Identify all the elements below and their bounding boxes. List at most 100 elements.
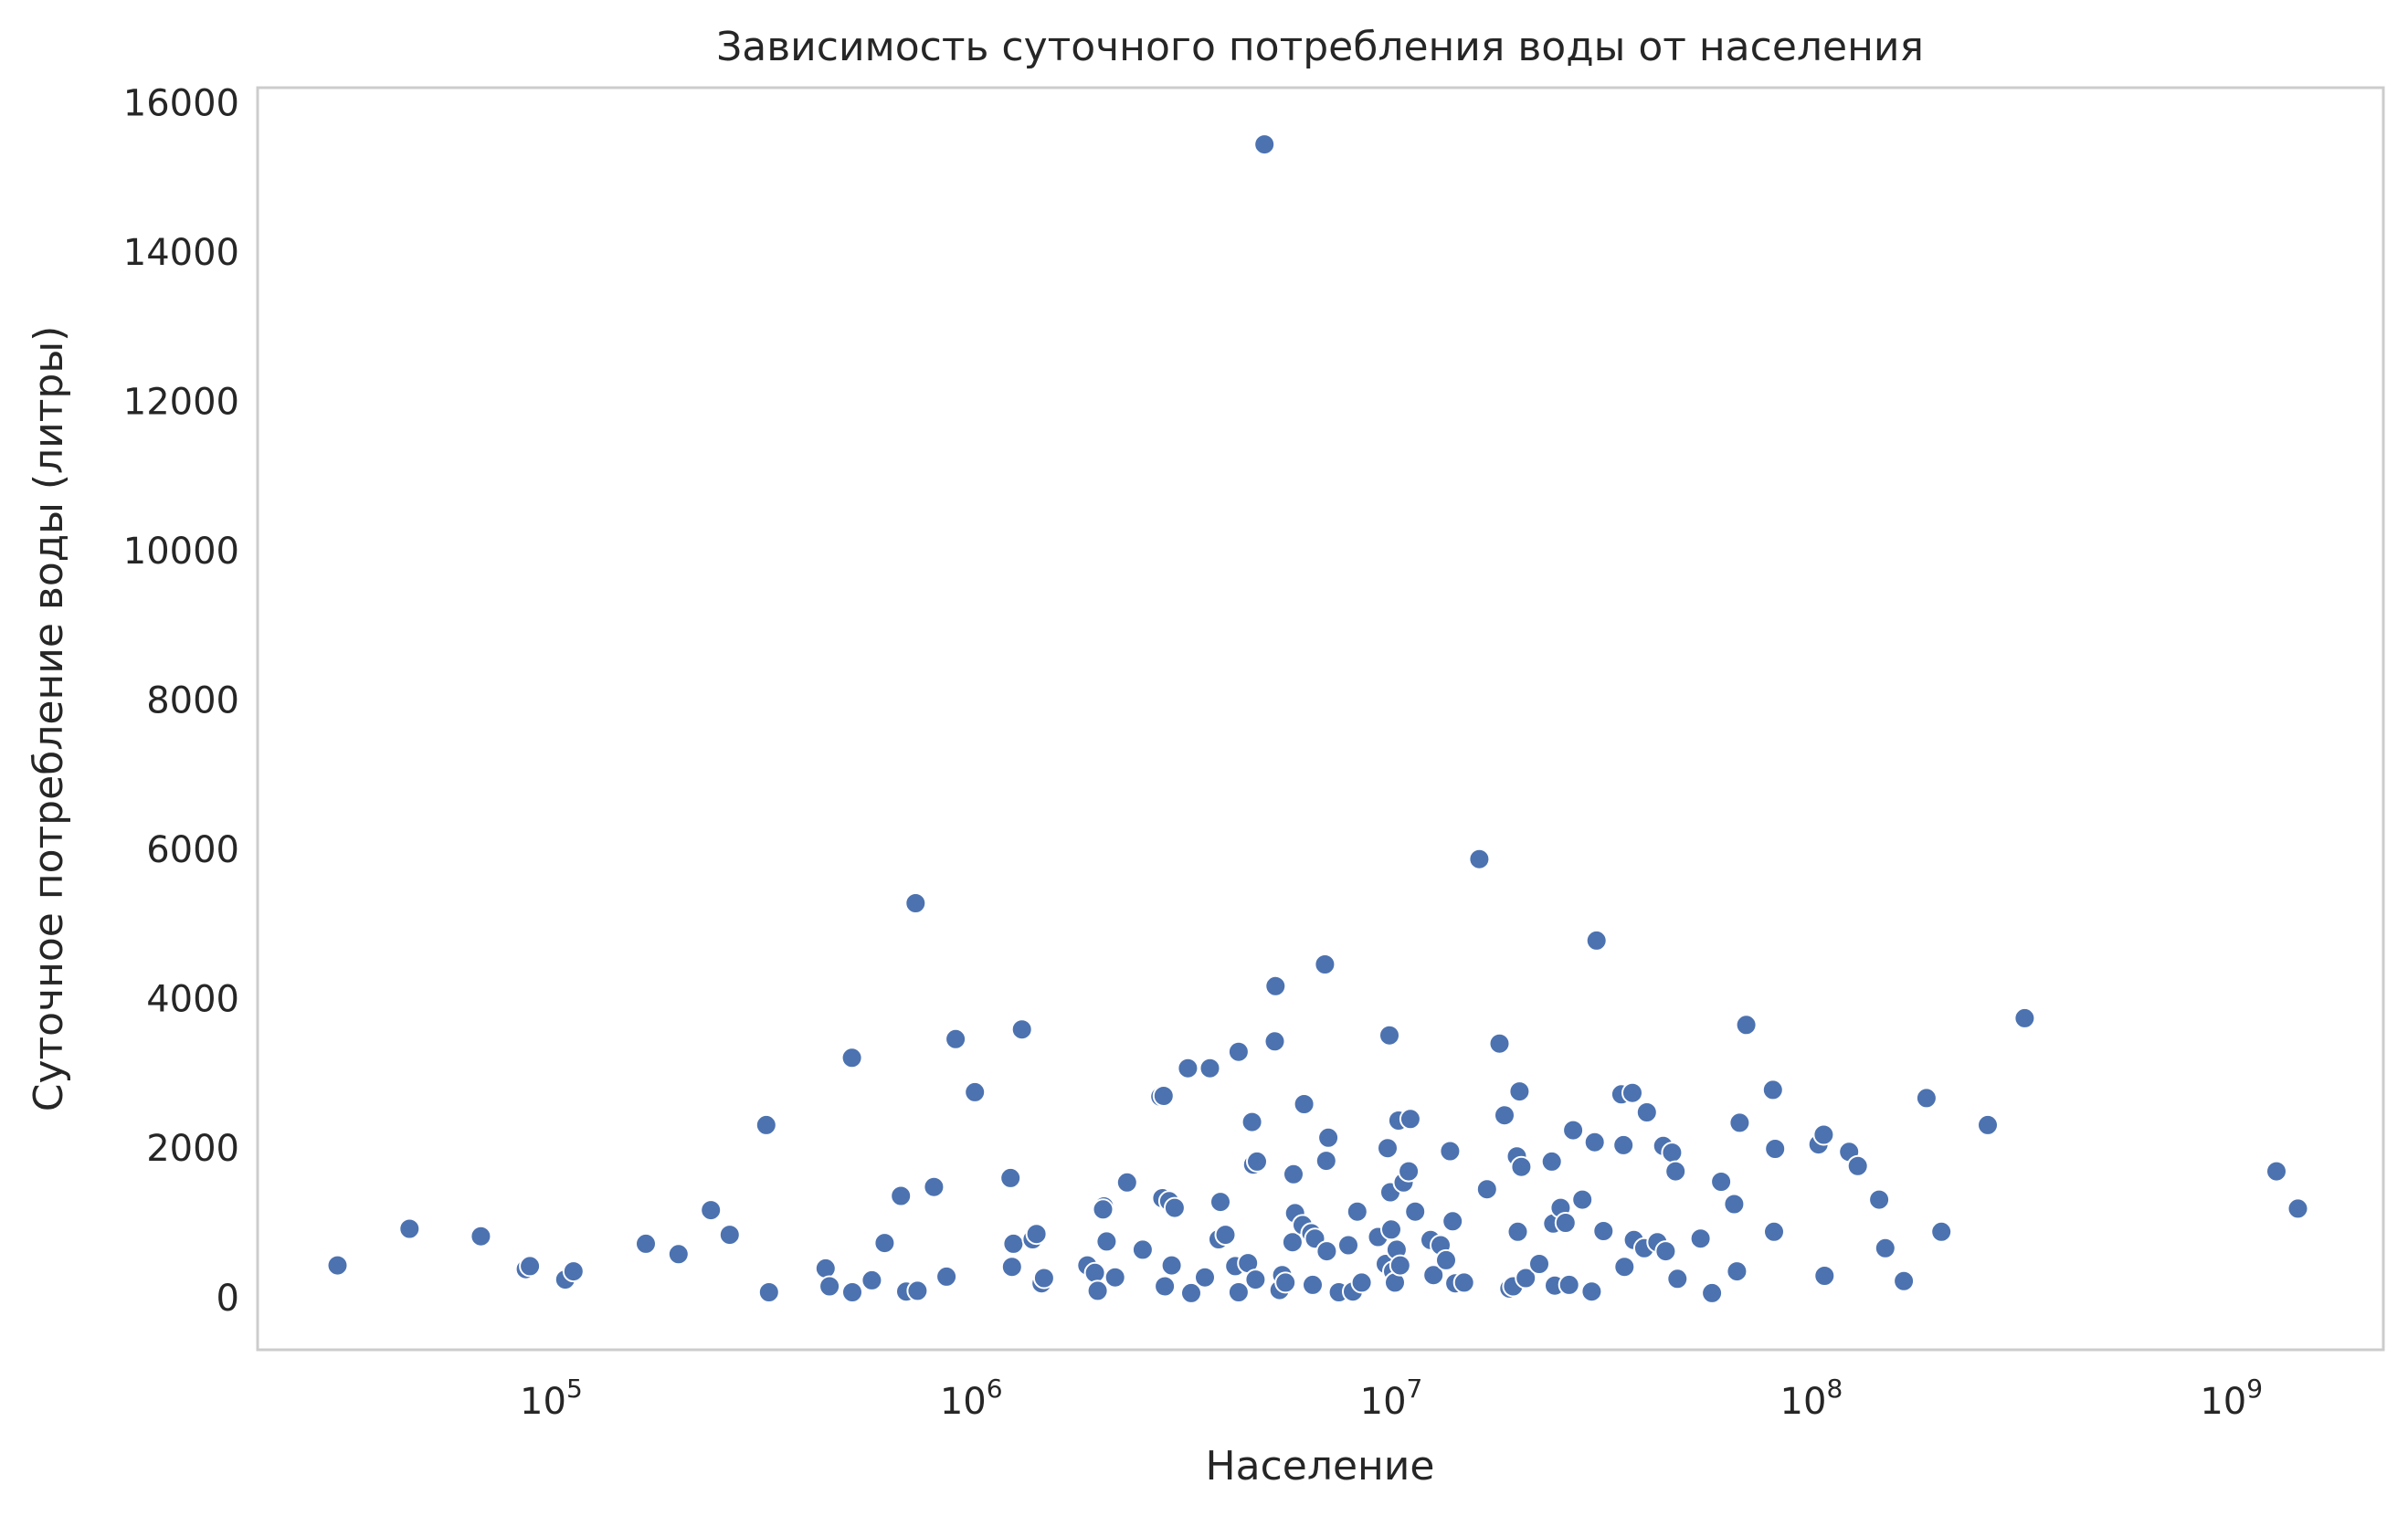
data-point — [1131, 1238, 1154, 1261]
data-point — [1439, 1140, 1462, 1163]
data-point — [1977, 1113, 1999, 1136]
data-point — [1350, 1271, 1373, 1294]
data-point — [1666, 1268, 1689, 1290]
data-point — [906, 1279, 929, 1302]
data-point — [1494, 1104, 1516, 1127]
x-tick-exponent: 6 — [987, 1374, 1003, 1404]
data-point — [814, 1257, 837, 1279]
data-point — [1399, 1108, 1421, 1131]
data-point — [1281, 1231, 1304, 1254]
data-point — [1661, 1142, 1684, 1164]
data-point — [1404, 1200, 1427, 1223]
x-tick-base: 10 — [1360, 1381, 1407, 1423]
data-point — [1508, 1080, 1531, 1103]
data-point — [1540, 1150, 1563, 1173]
data-point — [1377, 1137, 1399, 1160]
x-tick-exponent: 5 — [566, 1374, 583, 1404]
y-tick-label: 8000 — [146, 680, 239, 722]
data-point — [1152, 1085, 1175, 1107]
data-point — [1253, 133, 1276, 156]
data-point — [1475, 1178, 1498, 1201]
data-point — [1337, 1234, 1359, 1257]
data-point — [1635, 1101, 1658, 1123]
data-point — [1728, 1111, 1751, 1134]
data-point — [1528, 1253, 1550, 1275]
data-point — [1293, 1093, 1315, 1115]
data-point — [1163, 1196, 1186, 1219]
data-point — [999, 1166, 1022, 1189]
data-point — [945, 1027, 967, 1050]
data-point — [1160, 1254, 1183, 1277]
data-point — [1177, 1057, 1199, 1079]
data-point — [1726, 1260, 1748, 1283]
data-point — [1868, 1188, 1891, 1211]
data-point — [923, 1175, 945, 1198]
data-point — [1612, 1133, 1635, 1156]
x-tick-label: 109 — [2200, 1374, 2263, 1423]
data-point — [1346, 1200, 1368, 1223]
x-tick-base: 10 — [1780, 1381, 1827, 1423]
y-tick-label: 10000 — [123, 531, 239, 573]
data-point — [562, 1260, 585, 1283]
data-point — [1893, 1269, 1916, 1292]
data-point — [1510, 1155, 1533, 1178]
data-point — [2013, 1006, 2036, 1029]
data-point — [1621, 1081, 1643, 1104]
data-point — [1580, 1280, 1603, 1303]
data-point — [1154, 1275, 1177, 1298]
data-point — [819, 1275, 841, 1298]
data-point — [718, 1224, 741, 1247]
x-tick-exponent: 8 — [1826, 1374, 1843, 1404]
x-axis-title: Население — [1206, 1443, 1435, 1490]
data-point — [1283, 1163, 1304, 1185]
data-point — [1915, 1087, 1938, 1110]
data-point — [1378, 1024, 1400, 1047]
data-point — [1115, 1171, 1138, 1194]
data-point — [1689, 1227, 1712, 1250]
data-point — [1562, 1119, 1585, 1142]
data-point — [2287, 1197, 2309, 1220]
x-axis: 105 106 107 108 109 — [520, 1374, 2263, 1423]
data-point — [1264, 974, 1287, 997]
data-point — [326, 1254, 349, 1277]
data-point — [1654, 1240, 1677, 1263]
data-point — [1422, 1264, 1445, 1287]
data-point — [935, 1265, 958, 1288]
data-point — [1241, 1111, 1263, 1133]
y-axis-title: Суточное потребление воды (литры) — [26, 326, 72, 1111]
markers-layer — [326, 133, 2309, 1304]
x-tick-base: 10 — [940, 1381, 987, 1423]
data-point — [1846, 1154, 1869, 1177]
data-point — [1104, 1266, 1126, 1289]
data-point — [755, 1113, 777, 1136]
x-tick-label: 105 — [520, 1374, 583, 1423]
data-point — [2265, 1160, 2287, 1183]
y-tick-label: 2000 — [146, 1128, 239, 1170]
x-tick-base: 10 — [2200, 1381, 2246, 1423]
x-tick-label: 107 — [1360, 1374, 1423, 1423]
data-point — [1930, 1220, 1953, 1243]
data-point — [635, 1232, 657, 1255]
data-point — [1032, 1267, 1055, 1290]
data-point — [1389, 1254, 1411, 1277]
data-point — [1613, 1256, 1636, 1279]
data-point — [1710, 1171, 1733, 1193]
data-point — [470, 1225, 492, 1248]
data-point — [1452, 1271, 1475, 1294]
y-axis: 0 2000 4000 6000 8000 10000 12000 14000 16000 — [123, 82, 239, 1319]
data-point — [1315, 1150, 1337, 1173]
data-point — [700, 1199, 723, 1222]
data-point — [1761, 1079, 1784, 1101]
data-point — [1664, 1160, 1687, 1183]
data-point — [1227, 1281, 1250, 1303]
data-point — [1180, 1281, 1202, 1304]
data-point — [1246, 1150, 1268, 1173]
data-point — [1735, 1014, 1758, 1037]
data-point — [873, 1232, 896, 1255]
x-tick-label: 108 — [1780, 1374, 1843, 1423]
data-point — [1214, 1224, 1237, 1247]
data-point — [1025, 1223, 1048, 1246]
data-point — [1086, 1279, 1109, 1302]
data-point — [1315, 1240, 1338, 1263]
